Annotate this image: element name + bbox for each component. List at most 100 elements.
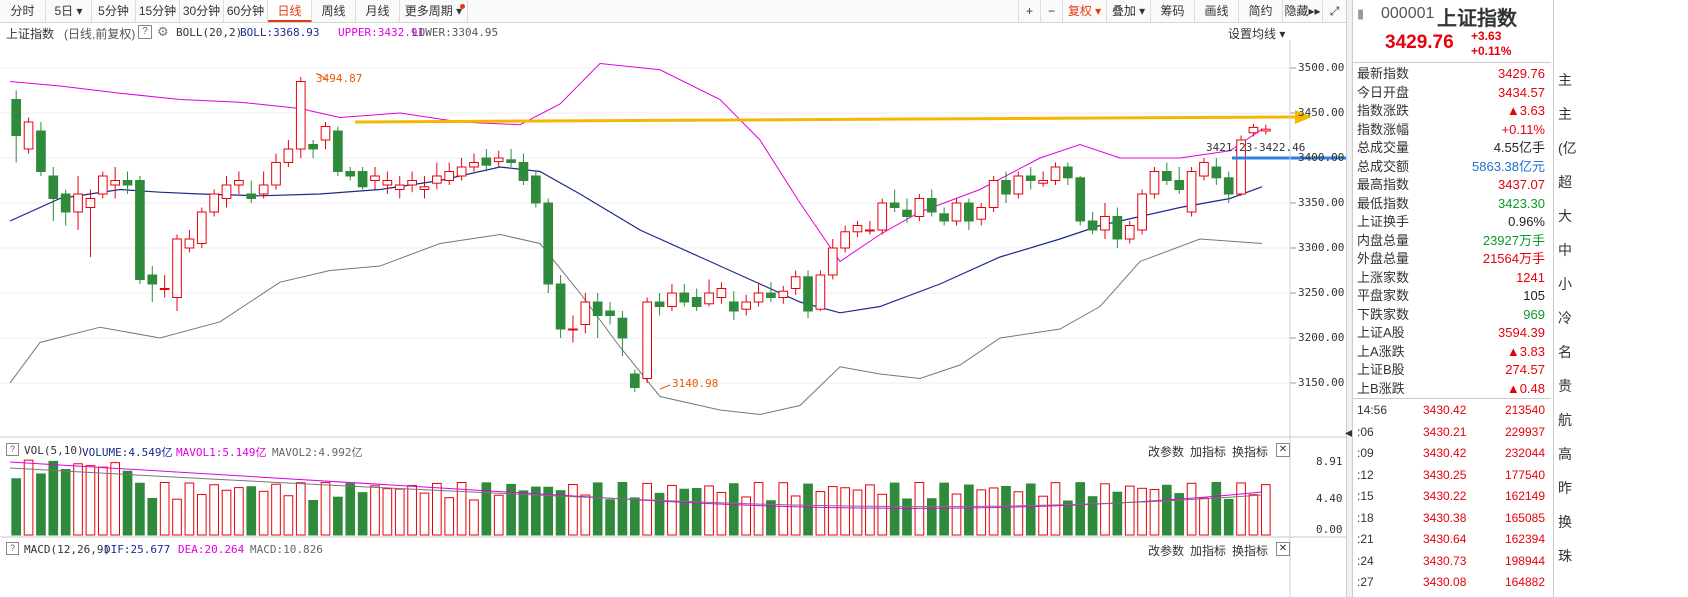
close-icon[interactable]: ✕ [1276, 542, 1290, 556]
chevron-down-icon: ▾ [1135, 4, 1146, 18]
candle-body [196, 211, 207, 244]
help-icon[interactable]: ? [138, 25, 152, 39]
edge-char: 中 [1558, 242, 1572, 258]
volume-bar [258, 490, 269, 536]
tick-time: :18 [1357, 510, 1374, 525]
yellow-arrow-line [354, 115, 1296, 124]
fuquan-dropdown[interactable]: 复权 ▾ [1062, 0, 1106, 22]
candle-body [221, 184, 232, 199]
volume-bar [902, 498, 912, 536]
quote-row-value: +0.11% [1501, 121, 1546, 137]
period-60min[interactable]: 60分钟 [224, 0, 268, 22]
quote-row: 内盘总量 23927万手 [1353, 232, 1549, 250]
tick-row: :18 3430.38 165085 [1353, 509, 1549, 527]
index-name: 上证指数 [6, 27, 55, 41]
volume-bar [36, 473, 46, 536]
quote-row: 最高指数 3437.07 [1353, 176, 1549, 194]
candle-body [135, 180, 145, 280]
volume-bar [295, 482, 306, 536]
simple-mode-button[interactable]: 简约 [1238, 0, 1282, 22]
macd-edit-params-button[interactable]: 改参数 [1148, 544, 1185, 558]
period-15min[interactable]: 15分钟 [136, 0, 180, 22]
hide-button[interactable]: 隐藏▸▸ [1282, 0, 1322, 22]
zoom-out-button[interactable]: − [1040, 0, 1062, 22]
chevron-down-icon: ▾ [1091, 4, 1102, 18]
candle-body [518, 162, 529, 181]
volume-bar [1112, 491, 1123, 536]
period-5day[interactable]: 5日 ▾ [46, 0, 92, 22]
panel-splitter[interactable] [1346, 0, 1353, 597]
overlay-dropdown[interactable]: 叠加 ▾ [1106, 0, 1150, 22]
period-fenshi[interactable]: 分时 [0, 0, 46, 22]
quote-row: 下跌家数 969 [1353, 306, 1549, 324]
period-daily[interactable]: 日线 [268, 0, 312, 22]
tick-time: :27 [1357, 575, 1374, 589]
candle-body [1248, 126, 1259, 134]
candle-body [1236, 139, 1246, 195]
volume-bar [679, 488, 690, 536]
volume-value: VOLUME:4.549亿 [82, 446, 173, 459]
edge-char: 贵 [1558, 378, 1572, 394]
quote-row: 指数涨跌 ▲3.63 [1353, 102, 1549, 120]
candle-body [790, 276, 801, 290]
period-30min[interactable]: 30分钟 [180, 0, 224, 22]
ma-setting-button[interactable]: 设置均线 ▾ [1228, 27, 1286, 41]
candle-body [493, 157, 504, 163]
period-more[interactable]: 更多周期 ▾ [400, 0, 468, 22]
volume-bar [865, 484, 875, 536]
quote-row-label: 上证B股 [1357, 362, 1405, 377]
chips-button[interactable]: 筹码 [1150, 0, 1194, 22]
quote-row-label: 指数涨幅 [1357, 121, 1410, 137]
volume-bar [196, 494, 207, 536]
star-icon[interactable]: ▮ [1357, 6, 1365, 21]
vol-axis-mid: 4.40 [1316, 492, 1343, 505]
price-axis-label: 3250.00 [1298, 286, 1345, 299]
zoom-in-button[interactable]: + [1018, 0, 1040, 22]
candle-body [147, 274, 158, 285]
tick-row: :06 3430.21 229937 [1353, 423, 1549, 441]
close-icon[interactable]: ✕ [1276, 443, 1290, 457]
candle-body [407, 180, 417, 186]
macd-switch-indicator-button[interactable]: 换指标 [1232, 544, 1269, 558]
quote-row: 最新指数 3429.76 [1353, 65, 1549, 83]
fuquan-label: 复权 [1067, 4, 1092, 18]
candle-body [308, 144, 318, 150]
quote-row-value: ▲3.83 [1506, 343, 1545, 359]
quote-price: 3429.76 [1385, 32, 1454, 53]
candle-body [592, 301, 603, 316]
candle-body [469, 162, 479, 168]
macd-add-indicator-button[interactable]: 加指标 [1190, 544, 1227, 558]
quote-row-value: 0.96% [1508, 214, 1545, 229]
candle-body [271, 162, 281, 186]
volume-bar [1025, 483, 1036, 536]
candle-body [654, 301, 665, 307]
quote-row: 指数涨幅 +0.11% [1353, 121, 1549, 139]
vol-switch-indicator-button[interactable]: 换指标 [1232, 445, 1269, 459]
draw-line-button[interactable]: 画线 [1194, 0, 1238, 22]
tick-time: 14:56 [1357, 403, 1388, 417]
period-monthly[interactable]: 月线 [356, 0, 400, 22]
volume-bar [568, 484, 578, 536]
collapse-arrow-icon[interactable]: ◀ [1345, 428, 1353, 439]
volume-bar [481, 482, 492, 536]
fullscreen-icon[interactable]: ⤢ [1322, 0, 1346, 22]
volume-bar [1100, 483, 1110, 536]
volume-bar [889, 482, 900, 536]
kline-chart[interactable] [0, 40, 1346, 597]
candle-body [444, 171, 455, 181]
vol-help-icon[interactable]: ? [6, 443, 19, 456]
vol-add-indicator-button[interactable]: 加指标 [1190, 445, 1227, 459]
volume-bar [1223, 498, 1234, 536]
period-weekly[interactable]: 周线 [312, 0, 356, 22]
vol-edit-params-button[interactable]: 改参数 [1148, 445, 1185, 459]
period-5min[interactable]: 5分钟 [92, 0, 136, 22]
volume-bar [432, 482, 442, 536]
volume-bar [1087, 496, 1098, 536]
tick-price: 3430.42 [1423, 403, 1467, 417]
volume-bar [85, 465, 96, 536]
gear-icon[interactable]: ⚙ [157, 24, 169, 39]
volume-bar [1137, 487, 1147, 536]
volume-bars [9, 459, 1271, 536]
macd-help-icon[interactable]: ? [6, 542, 19, 555]
quote-row-label: 最高指数 [1357, 177, 1410, 192]
